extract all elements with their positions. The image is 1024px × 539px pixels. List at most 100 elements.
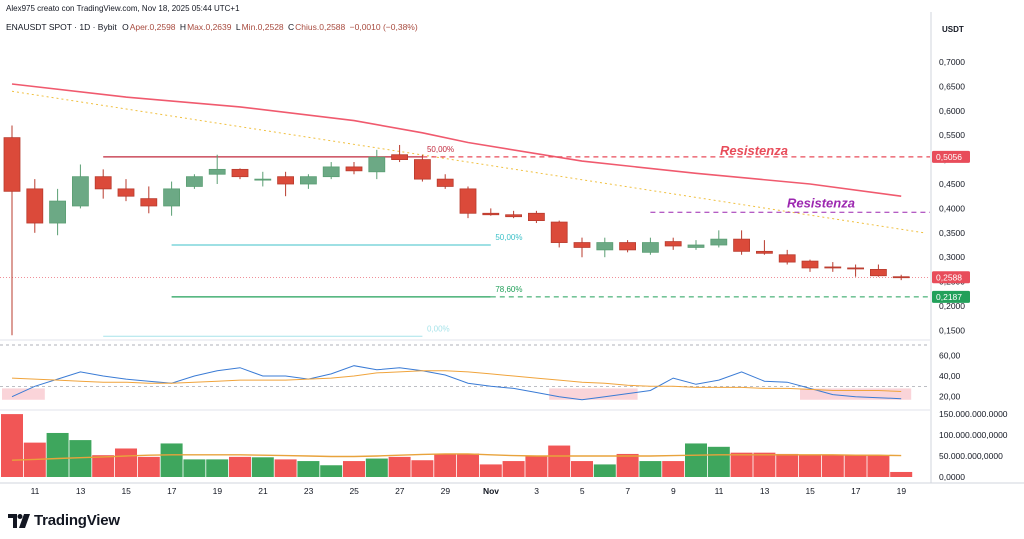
candle-body [185, 176, 203, 187]
candle-body [801, 260, 819, 269]
volume-bar [479, 464, 502, 477]
candle-body [26, 188, 44, 224]
tradingview-logo[interactable]: TradingView [8, 512, 120, 529]
volume-bar [137, 456, 160, 477]
volume-bar [685, 443, 707, 477]
candle-body [299, 176, 317, 185]
volume-bar [616, 453, 639, 477]
resistance-annotation-2: Resistenza [787, 195, 855, 210]
volume-bar [1, 414, 23, 477]
volume-bar [502, 461, 525, 477]
moving-average-line [11, 83, 902, 197]
fib-top-label: 50,00% [427, 145, 454, 154]
rsi-tick-label: 60,00 [939, 350, 961, 360]
fib-786-label: 78,60% [495, 285, 522, 294]
time-tick-label: 25 [349, 486, 359, 496]
candle-body [619, 242, 636, 251]
high-label: H [179, 22, 187, 32]
volume-bar [229, 456, 251, 477]
price-tick-label: 0,6500 [939, 81, 965, 91]
volume-bar [571, 461, 593, 477]
ohlc-legend: ENAUSDT SPOT · 1D · Bybit OAper.0,2598 H… [6, 22, 420, 32]
volume-bar [251, 457, 274, 477]
volume-bar [821, 455, 844, 477]
time-tick-label: 11 [715, 486, 724, 496]
candle-body [117, 188, 135, 197]
volume-bar [662, 461, 685, 477]
volume-bar [92, 455, 115, 477]
tradingview-brand: TradingView [34, 512, 120, 529]
candle-body [163, 188, 181, 207]
tradingview-logo-icon [8, 513, 30, 528]
time-tick-label: 13 [760, 486, 770, 496]
volume-bar [844, 455, 867, 477]
price-tick-label: 0,4500 [939, 179, 965, 189]
candle-body [208, 168, 226, 175]
price-tick-label: 0,4000 [939, 203, 965, 213]
volume-bar [457, 453, 479, 477]
candle-body [687, 244, 705, 248]
price-tick-label: 0,3000 [939, 252, 965, 262]
symbol-label[interactable]: ENAUSDT SPOT · 1D · Bybit [6, 22, 117, 32]
candle-body [528, 212, 545, 221]
volume-bar [115, 448, 137, 477]
volume-bar [365, 458, 388, 477]
fib-50-label: 50,00% [495, 233, 522, 242]
open-label: O [122, 22, 129, 32]
close-value: Chius.0,2588 [295, 22, 346, 32]
time-tick-label: 5 [580, 486, 585, 496]
volume-bar [69, 440, 92, 477]
candle-body [596, 242, 614, 251]
candle-body [345, 166, 363, 172]
candle-body [368, 156, 386, 173]
rsi-oversold-zone [2, 388, 45, 400]
volume-bar [320, 465, 343, 477]
candle-body [573, 242, 591, 248]
time-tick-label: 21 [258, 486, 268, 496]
axis-currency: USDT [942, 25, 964, 34]
high-value: Max.0,2639 [187, 22, 232, 32]
creator-line: Alex975 creato con TradingView.com, Nov … [6, 4, 240, 13]
volume-tick-label: 100.000.000,0000 [939, 430, 1008, 440]
volume-tick-label: 150.000.000.0000 [939, 409, 1008, 419]
volume-bar [160, 443, 183, 477]
change-value: −0,0010 (−0,38%) [349, 22, 418, 32]
rsi-tick-label: 20,00 [939, 392, 961, 402]
volume-bar [46, 432, 69, 477]
price-tick-label: 0,1500 [939, 325, 965, 335]
candle-body [847, 267, 864, 270]
candle-body [436, 178, 454, 187]
candle-body [870, 268, 887, 277]
rsi-line [11, 365, 902, 401]
volume-bar [183, 459, 206, 477]
volume-bar [388, 456, 411, 477]
candle-body [254, 178, 272, 181]
time-tick-label: 15 [121, 486, 131, 496]
price-badge-label: 0,2588 [936, 272, 962, 282]
price-badge [932, 271, 970, 284]
candle-body [3, 137, 21, 192]
time-tick-label: 9 [671, 486, 676, 496]
candle-body [892, 276, 910, 279]
time-tick-label: 3 [534, 486, 539, 496]
time-tick-label: 17 [167, 486, 177, 496]
candle-body [482, 212, 500, 216]
fib-0-label: 0,00% [427, 324, 450, 333]
candle-body [391, 154, 409, 161]
candle-body [664, 241, 682, 247]
volume-bar [434, 453, 457, 477]
price-tick-label: 0,5500 [939, 130, 965, 140]
volume-bar [274, 459, 297, 477]
volume-tick-label: 0,0000 [939, 472, 965, 482]
time-tick-label: 23 [304, 486, 314, 496]
volume-bar [593, 464, 616, 477]
volume-bar [799, 455, 821, 477]
price-badge-label: 0,2187 [936, 292, 962, 302]
volume-bar [730, 452, 753, 477]
candle-body [642, 242, 659, 253]
price-tick-label: 0,3500 [939, 228, 965, 238]
volume-bar [776, 453, 799, 477]
time-tick-label: 29 [441, 486, 451, 496]
time-tick-label: 17 [851, 486, 861, 496]
